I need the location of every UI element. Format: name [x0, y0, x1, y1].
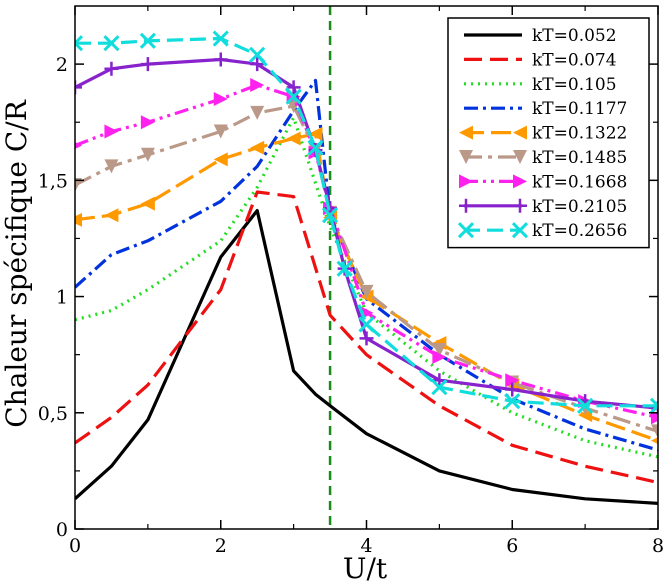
legend-marker-4-b — [513, 125, 527, 140]
data-point-8-11 — [504, 393, 521, 410]
data-point-5-12 — [651, 424, 658, 439]
legend-label-7: kT=0.2105 — [532, 197, 627, 217]
data-point-8-13 — [649, 397, 658, 414]
data-point-8-9 — [358, 316, 375, 333]
legend-label-5: kT=0.1485 — [532, 148, 627, 168]
data-point-5-0 — [75, 177, 82, 192]
data-point-7-3 — [213, 52, 228, 67]
data-point-5-4 — [250, 105, 265, 120]
ticks-layer: 0 2 4 6 8 0 0,5 1 1,5 2 — [38, 6, 664, 557]
data-point-6-3 — [213, 91, 228, 106]
data-point-5-9 — [432, 343, 447, 358]
legend: kT=0.052 kT=0.074 kT=0.105 kT=0.1177 kT=0.13… — [447, 17, 650, 249]
x-tick-label-1: 2 — [215, 535, 227, 557]
y-tick-label-3: 1,5 — [38, 170, 68, 192]
x-tick-label-2: 4 — [360, 535, 372, 557]
data-point-5-2 — [140, 147, 155, 162]
data-point-8-7 — [322, 207, 339, 224]
x-tick-label-3: 6 — [506, 535, 518, 557]
series-kT=0.074 — [75, 190, 658, 485]
data-point-4-3 — [213, 152, 228, 167]
data-point-8-2 — [139, 32, 156, 49]
y-tick-label-0: 0 — [56, 519, 68, 541]
legend-label-4: kT=0.1322 — [532, 124, 627, 144]
series-line-0 — [75, 209, 658, 505]
data-point-4-6 — [308, 126, 323, 141]
data-point-7-5 — [286, 80, 301, 95]
series-kT=0.052 — [75, 209, 658, 505]
x-tick-label-0: 0 — [69, 535, 81, 557]
data-point-4-2 — [140, 196, 155, 211]
data-point-6-12 — [651, 410, 658, 425]
series-kT=0.2656 — [75, 30, 658, 414]
y-tick-label-4: 2 — [56, 54, 68, 76]
data-point-7-0 — [75, 80, 82, 95]
data-point-4-4 — [250, 140, 265, 155]
data-point-8-6 — [307, 139, 324, 156]
data-point-8-12 — [577, 397, 594, 414]
data-point-7-9 — [359, 331, 374, 346]
data-point-6-9 — [432, 349, 447, 364]
legend-marker-7-a — [459, 198, 473, 213]
data-point-7-4 — [250, 57, 265, 72]
x-axis-title: U/t — [343, 552, 388, 585]
series-kT=0.1177 — [75, 78, 658, 452]
data-point-7-10 — [432, 373, 447, 388]
series-line-3 — [75, 78, 658, 452]
series-line-1 — [75, 190, 658, 485]
data-point-4-12 — [651, 437, 658, 445]
legend-marker-4-a — [459, 125, 473, 140]
data-point-8-3 — [212, 30, 229, 47]
data-point-7-2 — [140, 57, 155, 72]
x-tick-label-4: 8 — [652, 535, 664, 557]
y-tick-label-1: 0,5 — [38, 403, 68, 425]
data-point-8-0 — [75, 35, 84, 52]
data-point-8-8 — [336, 260, 353, 277]
data-point-6-1 — [104, 124, 119, 139]
data-point-5-3 — [213, 124, 228, 139]
data-point-8-4 — [249, 46, 266, 63]
legend-marker-8-a — [457, 222, 475, 239]
legend-label-8: kT=0.2656 — [532, 221, 627, 241]
data-point-7-11 — [505, 382, 520, 397]
data-point-8-1 — [103, 35, 120, 52]
data-point-4-1 — [104, 208, 119, 223]
y-tick-label-2: 1 — [56, 287, 68, 309]
legend-marker-8-b — [511, 222, 529, 239]
legend-marker-6-b — [513, 174, 527, 189]
data-point-6-10 — [505, 373, 520, 388]
legend-label-2: kT=0.105 — [532, 75, 617, 95]
series-line-8 — [75, 36, 658, 408]
series-layer — [75, 30, 658, 505]
legend-label-0: kT=0.052 — [532, 26, 617, 46]
data-point-8-10 — [431, 379, 448, 396]
data-point-4-5 — [286, 131, 301, 146]
data-point-6-2 — [140, 115, 155, 130]
legend-label-3: kT=0.1177 — [532, 99, 627, 119]
data-point-6-0 — [75, 141, 82, 149]
legend-marker-6-a — [459, 174, 473, 189]
data-point-5-1 — [104, 159, 119, 174]
data-point-6-4 — [250, 78, 265, 93]
data-point-7-1 — [104, 61, 119, 76]
data-point-8-5 — [285, 88, 302, 105]
data-point-7-13 — [651, 401, 658, 416]
data-point-5-8 — [359, 284, 374, 299]
legend-label-1: kT=0.074 — [532, 50, 617, 70]
data-point-4-0 — [75, 212, 82, 227]
y-axis-title: Chaleur spécifique C/R — [0, 99, 33, 427]
legend-marker-7-b — [513, 198, 527, 213]
legend-marker-5-b — [513, 150, 527, 164]
legend-marker-5-a — [459, 150, 473, 164]
legend-label-6: kT=0.1668 — [532, 172, 627, 192]
